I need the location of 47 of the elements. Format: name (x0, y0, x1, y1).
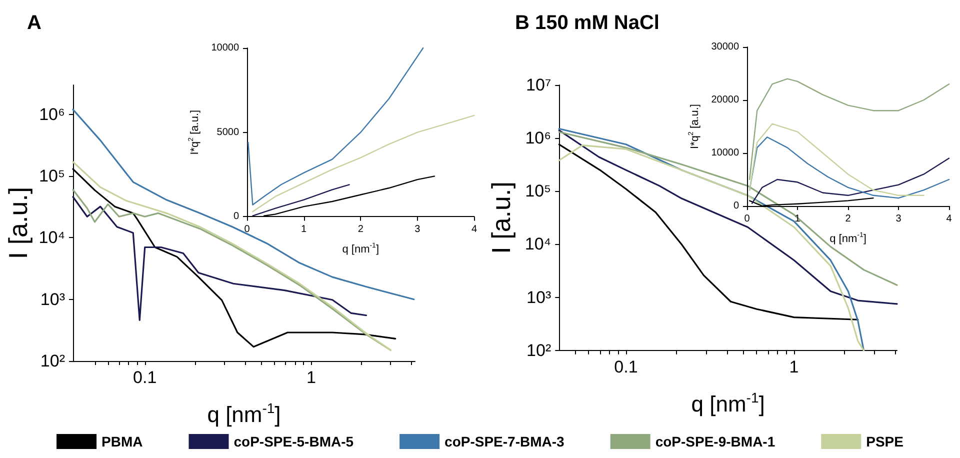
x-tick-label: 1 (789, 357, 799, 376)
y-tick-label: 10² (40, 352, 66, 370)
legend-label: coP-SPE-5-BMA-5 (234, 434, 354, 450)
x-tick-label: 0.1 (133, 368, 157, 387)
chart-title: B 150 mM NaCl (515, 12, 660, 34)
y-tick-label: 10000 (711, 148, 740, 158)
y-tick-label: 10⁶ (525, 128, 552, 148)
line-series (748, 136, 950, 199)
chart-title: A (27, 12, 42, 34)
y-tick-label: 10³ (40, 290, 66, 309)
x-tick-label: 4 (471, 224, 478, 236)
y-tick-label: 10000 (211, 42, 240, 54)
x-tick-label: 4 (946, 214, 952, 224)
x-tick-label: 0 (244, 224, 250, 236)
y-tick-label: 10⁵ (39, 166, 65, 186)
x-tick-label: 3 (896, 214, 902, 224)
line-series (248, 47, 424, 206)
legend-label: coP-SPE-9-BMA-1 (655, 434, 776, 450)
y-tick-label: 10³ (526, 288, 552, 307)
y-axis-title: I [a.u.] (3, 186, 33, 260)
line-series (252, 184, 350, 216)
y-tick-label: 10⁷ (526, 76, 552, 94)
y-tick-label: 5000 (216, 126, 240, 138)
line-series (751, 158, 950, 204)
y-tick-label: 30000 (711, 42, 740, 52)
y-tick-label: 0 (733, 200, 740, 212)
line-series (748, 123, 924, 196)
y-axis-title: I [a.u.] (486, 182, 516, 254)
x-tick-label: 3 (414, 224, 421, 236)
y-tick-label: 20000 (711, 94, 740, 106)
y-tick-label: 10⁶ (39, 104, 65, 124)
y-tick-label: 10⁵ (525, 182, 552, 201)
line-series (748, 78, 950, 180)
x-tick-label: 0.1 (614, 357, 638, 376)
line-series (252, 114, 475, 212)
y-tick-label: 10⁴ (38, 228, 65, 248)
y-tick-label: 10⁴ (524, 234, 552, 254)
legend-label: PSPE (866, 434, 904, 450)
x-tick-label: 0 (744, 214, 750, 224)
x-tick-label: 2 (845, 214, 852, 224)
legend-label: PBMA (102, 434, 143, 450)
x-tick-label: 2 (358, 224, 364, 236)
legend-label: coP-SPE-7-BMA-3 (444, 434, 565, 450)
y-tick-label: 10² (526, 340, 552, 360)
x-tick-label: 1 (306, 368, 316, 387)
x-tick-label: 1 (301, 224, 308, 236)
x-tick-label: 1 (794, 214, 801, 224)
